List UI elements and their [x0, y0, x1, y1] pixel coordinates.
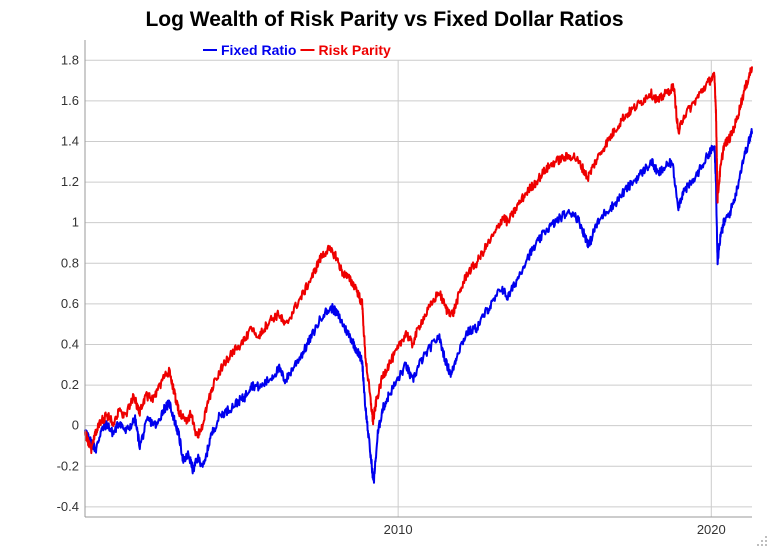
y-tick-label: 0 — [72, 418, 79, 433]
axis-layer: -0.4 -0.2 0 0.2 0.4 0.6 0.8 1 1.2 1.4 1.6 1.8 2010 20… — [57, 40, 752, 537]
x-tick-label: 2020 — [697, 522, 726, 537]
series-line-fixed-ratio — [84, 128, 753, 484]
series-line-risk-parity — [84, 66, 753, 455]
resize-grip-dot — [765, 536, 767, 538]
y-tick-label: 1.4 — [61, 133, 79, 148]
y-tick-label: -0.2 — [57, 458, 79, 473]
legend-label: Fixed Ratio — [221, 42, 296, 58]
resize-grip-dot — [761, 540, 763, 542]
y-tick-label: 0.6 — [61, 296, 79, 311]
resize-grip-dot — [761, 544, 763, 546]
y-tick-label: -0.4 — [57, 499, 79, 514]
y-tick-label: 1 — [72, 215, 79, 230]
x-tick-label: 2010 — [384, 522, 413, 537]
y-tick-label: 0.8 — [61, 255, 79, 270]
legend-label: Risk Parity — [318, 42, 391, 58]
y-tick-label: 0.2 — [61, 377, 79, 392]
series-layer — [84, 66, 753, 484]
y-tick-label: 1.6 — [61, 93, 79, 108]
grid-layer — [85, 59, 752, 517]
chart-title: Log Wealth of Risk Parity vs Fixed Dolla… — [145, 8, 624, 31]
resize-grip-dot — [765, 540, 767, 542]
legend: Fixed Ratio Risk Parity — [203, 42, 391, 58]
y-tick-label: 1.8 — [61, 52, 79, 67]
y-tick-label: 0.4 — [61, 336, 79, 351]
resize-grip-icon[interactable] — [757, 536, 767, 546]
resize-grip-dot — [757, 544, 759, 546]
resize-grip-dot — [765, 544, 767, 546]
y-tick-label: 1.2 — [61, 174, 79, 189]
